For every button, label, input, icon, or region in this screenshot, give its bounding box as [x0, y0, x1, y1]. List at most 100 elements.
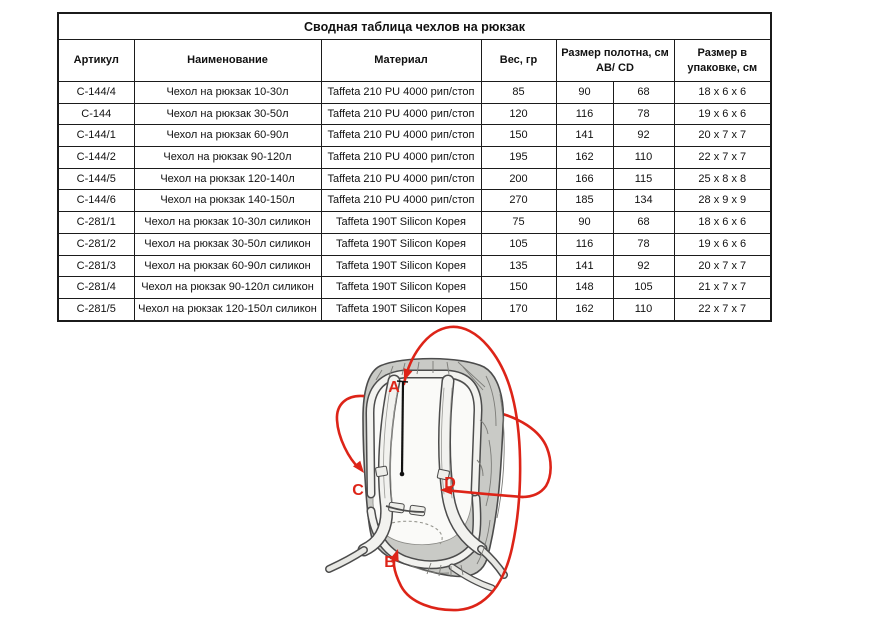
cover-wrinkles: [375, 361, 505, 577]
cell-material: Taffeta 190T Silicon Корея: [320, 276, 482, 299]
cell-size-ab: 90: [555, 81, 614, 104]
backpack-drawing: A B C D: [325, 325, 552, 612]
table-row: C-144 Чехол на рюкзак 30-50л Taffeta 210…: [57, 102, 772, 126]
cell-size-cd: 110: [612, 146, 675, 169]
cell-pack-size: 20 x 7 x 7: [673, 124, 772, 148]
arrow-b: [389, 549, 399, 562]
cell-size-ab: 141: [555, 254, 614, 278]
cell-name: Чехол на рюкзак 10-30л силикон: [133, 211, 322, 234]
label-b: B: [384, 554, 396, 571]
table-row: C-144/6 Чехол на рюкзак 140-150л Taffeta…: [57, 189, 772, 213]
cell-weight: 200: [480, 167, 557, 191]
cell-article: C-144: [57, 102, 135, 126]
cell-article: C-144/6: [57, 189, 135, 213]
cell-size-ab: 185: [555, 189, 614, 213]
cell-size-cd: 78: [612, 232, 675, 256]
table-row: C-281/5 Чехол на рюкзак 120-150л силикон…: [57, 297, 772, 322]
cell-pack-size: 18 x 6 x 6: [673, 81, 772, 104]
arrow-c: [352, 460, 364, 473]
cell-material: Taffeta 190T Silicon Корея: [320, 232, 482, 256]
cell-pack-size: 19 x 6 x 6: [673, 102, 772, 126]
sternum-strap: [385, 505, 425, 513]
cell-pack-size: 22 x 7 x 7: [673, 297, 772, 322]
cell-size-cd: 134: [612, 189, 675, 213]
cell-article: C-144/4: [57, 81, 135, 104]
cell-article: C-281/1: [57, 211, 135, 234]
cell-weight: 150: [480, 124, 557, 148]
col-header-material: Материал: [320, 39, 482, 82]
cell-size-ab: 166: [555, 167, 614, 191]
summary-table: Сводная таблица чехлов на рюкзак Артикул…: [57, 12, 773, 322]
measure-loop-ab: [392, 325, 522, 612]
cell-material: Taffeta 190T Silicon Корея: [320, 254, 482, 278]
label-a: A: [388, 379, 400, 396]
cell-size-ab: 162: [555, 297, 614, 322]
cell-pack-size: 18 x 6 x 6: [673, 211, 772, 234]
cell-name: Чехол на рюкзак 90-120л: [133, 146, 322, 169]
table-row: C-144/5 Чехол на рюкзак 120-140л Taffeta…: [57, 167, 772, 191]
title-row: Сводная таблица чехлов на рюкзак: [57, 12, 772, 40]
cell-pack-size: 22 x 7 x 7: [673, 146, 772, 169]
cell-article: C-281/4: [57, 276, 135, 299]
dimension-labels: A B C D: [352, 379, 456, 571]
col-header-pack-size: Размер в упаковке, см: [673, 39, 772, 82]
cell-pack-size: 25 x 8 x 8: [673, 167, 772, 191]
cell-size-cd: 105: [612, 276, 675, 299]
cell-size-cd: 110: [612, 297, 675, 322]
cell-name: Чехол на рюкзак 60-90л: [133, 124, 322, 148]
cell-article: C-281/3: [57, 254, 135, 278]
cell-weight: 195: [480, 146, 557, 169]
cell-size-cd: 68: [612, 211, 675, 234]
cell-material: Taffeta 210 PU 4000 рип/стоп: [320, 189, 482, 213]
measure-arrowheads: [352, 368, 452, 562]
table-title: Сводная таблица чехлов на рюкзак: [57, 12, 772, 40]
label-d: D: [444, 475, 456, 492]
cell-material: Taffeta 190T Silicon Корея: [320, 211, 482, 234]
cell-pack-size: 21 x 7 x 7: [673, 276, 772, 299]
cell-size-cd: 92: [612, 254, 675, 278]
cell-name: Чехол на рюкзак 140-150л: [133, 189, 322, 213]
cell-size-ab: 116: [555, 102, 614, 126]
shoulder-straps: [357, 374, 488, 557]
table-row: C-281/3 Чехол на рюкзак 60-90л силикон T…: [57, 254, 772, 278]
cell-material: Taffeta 210 PU 4000 рип/стоп: [320, 167, 482, 191]
backpack-figure: A B C D: [290, 318, 620, 619]
cell-weight: 120: [480, 102, 557, 126]
cell-weight: 75: [480, 211, 557, 234]
table-row: C-144/2 Чехол на рюкзак 90-120л Taffeta …: [57, 146, 772, 169]
backpack: [325, 357, 508, 592]
header-row: Артикул Наименование Материал Вес, гр Ра…: [57, 39, 772, 82]
cell-size-ab: 90: [555, 211, 614, 234]
table-row: C-281/4 Чехол на рюкзак 90-120л силикон …: [57, 276, 772, 299]
cell-weight: 85: [480, 81, 557, 104]
cell-article: C-281/2: [57, 232, 135, 256]
col-header-weight: Вес, гр: [480, 39, 557, 82]
cell-name: Чехол на рюкзак 60-90л силикон: [133, 254, 322, 278]
cell-pack-size: 28 x 9 x 9: [673, 189, 772, 213]
cell-material: Taffeta 190T Silicon Корея: [320, 297, 482, 322]
cell-article: C-144/2: [57, 146, 135, 169]
table-row: C-281/2 Чехол на рюкзак 30-50л силикон T…: [57, 232, 772, 256]
table-row: C-144/4 Чехол на рюкзак 10-30л Taffeta 2…: [57, 81, 772, 104]
cell-weight: 170: [480, 297, 557, 322]
cell-pack-size: 19 x 6 x 6: [673, 232, 772, 256]
cell-weight: 270: [480, 189, 557, 213]
col-header-name: Наименование: [133, 39, 322, 82]
cell-weight: 150: [480, 276, 557, 299]
cell-material: Taffeta 210 PU 4000 рип/стоп: [320, 146, 482, 169]
cell-size-cd: 68: [612, 81, 675, 104]
cell-material: Taffeta 210 PU 4000 рип/стоп: [320, 81, 482, 104]
table-body: C-144/4 Чехол на рюкзак 10-30л Taffeta 2…: [57, 81, 772, 322]
cell-material: Taffeta 210 PU 4000 рип/стоп: [320, 124, 482, 148]
cell-article: C-144/5: [57, 167, 135, 191]
cell-article: C-144/1: [57, 124, 135, 148]
table-row: C-281/1 Чехол на рюкзак 10-30л силикон T…: [57, 211, 772, 234]
ab-dimension-line: [396, 380, 409, 477]
cell-size-ab: 162: [555, 146, 614, 169]
cell-name: Чехол на рюкзак 90-120л силикон: [133, 276, 322, 299]
cell-name: Чехол на рюкзак 10-30л: [133, 81, 322, 104]
col-header-canvas-size: Размер полотна, см AB/ CD: [555, 39, 675, 82]
cell-weight: 135: [480, 254, 557, 278]
cell-pack-size: 20 x 7 x 7: [673, 254, 772, 278]
cell-size-cd: 92: [612, 124, 675, 148]
